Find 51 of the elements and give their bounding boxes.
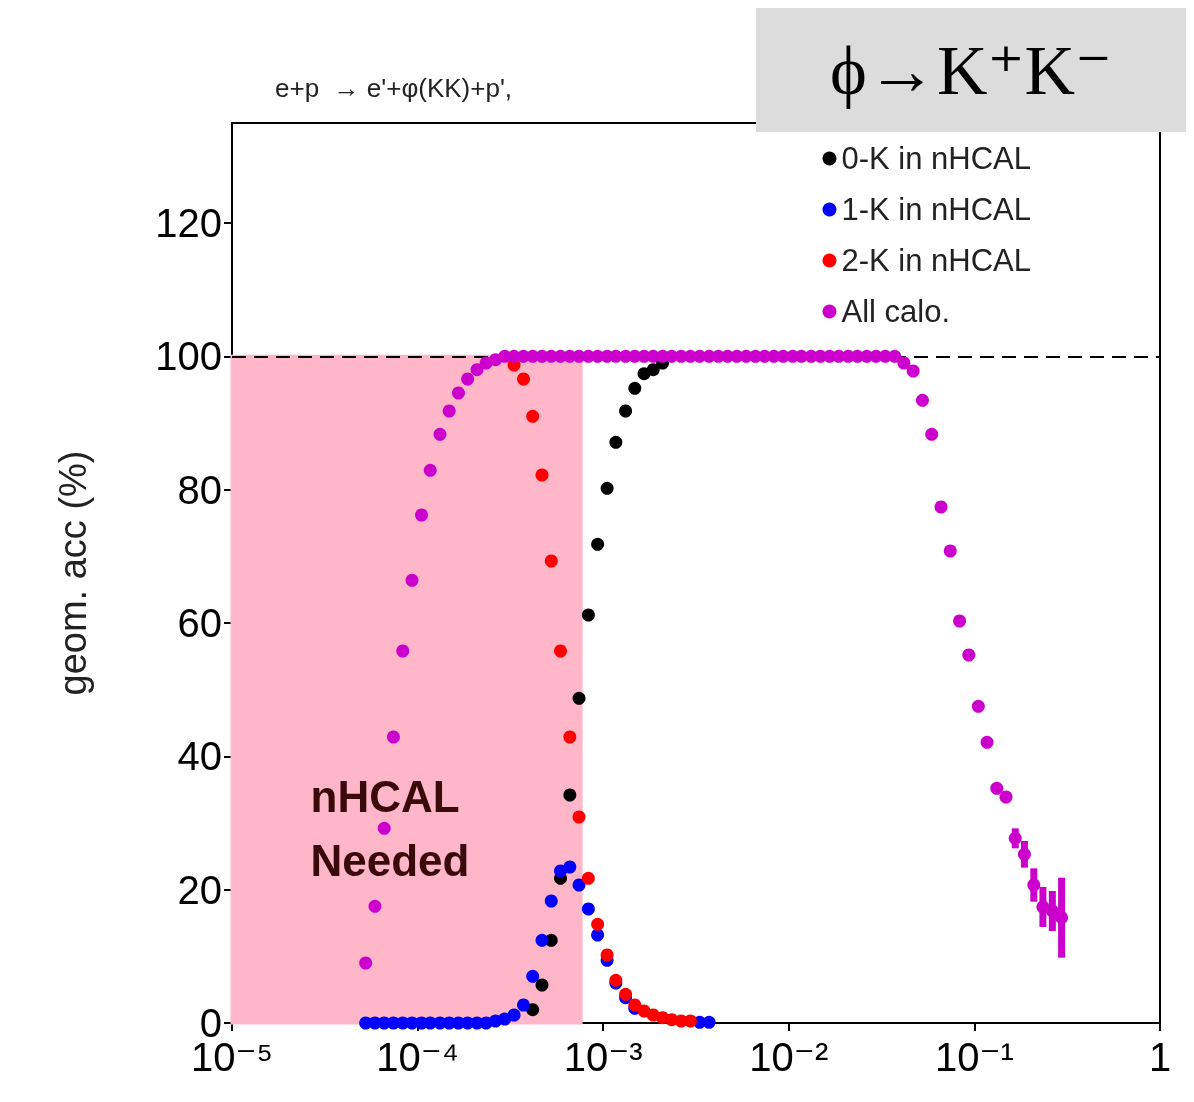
point	[581, 608, 595, 622]
point	[517, 998, 530, 1012]
y-tick-label: 120	[155, 201, 222, 245]
point	[702, 1015, 716, 1029]
y-tick-label: 100	[155, 334, 222, 379]
x-tick-label: 1	[1148, 1035, 1172, 1079]
point	[600, 948, 614, 962]
x-tick-label: 10⁻³	[563, 1035, 643, 1079]
legend-label: 2-K in nHCAL	[841, 243, 1031, 278]
point	[683, 1014, 697, 1028]
point	[535, 978, 549, 992]
point	[563, 730, 577, 744]
x-tick-label: 10⁻⁴	[376, 1035, 459, 1079]
point	[572, 878, 586, 892]
y-tick-label: 60	[177, 601, 222, 645]
point	[507, 1008, 521, 1022]
point	[609, 435, 623, 449]
chart-title: e+p → e'+φ(KK)+p',	[275, 73, 513, 103]
point	[581, 902, 595, 916]
point	[544, 554, 558, 568]
x-tick-label: 10⁻²	[749, 1035, 829, 1079]
text: ϕ→K⁺K⁻	[830, 31, 1112, 109]
point	[591, 537, 605, 551]
point	[563, 788, 577, 802]
point	[591, 917, 605, 931]
point	[554, 644, 568, 658]
point	[535, 468, 549, 482]
point	[619, 987, 633, 1001]
legend-label: 1-K in nHCAL	[841, 192, 1031, 227]
point	[600, 481, 614, 495]
point	[535, 933, 549, 947]
point	[572, 691, 586, 705]
y-axis-title: geom. acc (%)	[52, 450, 94, 696]
point	[572, 810, 586, 824]
point	[581, 871, 595, 885]
band-label: nHCAL Needed	[310, 772, 470, 886]
point	[628, 381, 642, 395]
point	[591, 928, 605, 942]
point	[646, 363, 660, 377]
point	[619, 404, 633, 418]
y-tick-label: 40	[177, 734, 222, 779]
point	[526, 409, 540, 423]
point	[544, 894, 558, 908]
x-tick-label: 10⁻¹	[934, 1035, 1014, 1079]
point	[526, 969, 540, 983]
legend-label: All calo.	[841, 294, 951, 329]
point	[517, 372, 530, 386]
point	[563, 860, 577, 874]
legend-label: 0-K in nHCAL	[841, 141, 1031, 176]
y-tick-label: 80	[177, 467, 222, 512]
y-tick-label: 20	[177, 867, 222, 912]
